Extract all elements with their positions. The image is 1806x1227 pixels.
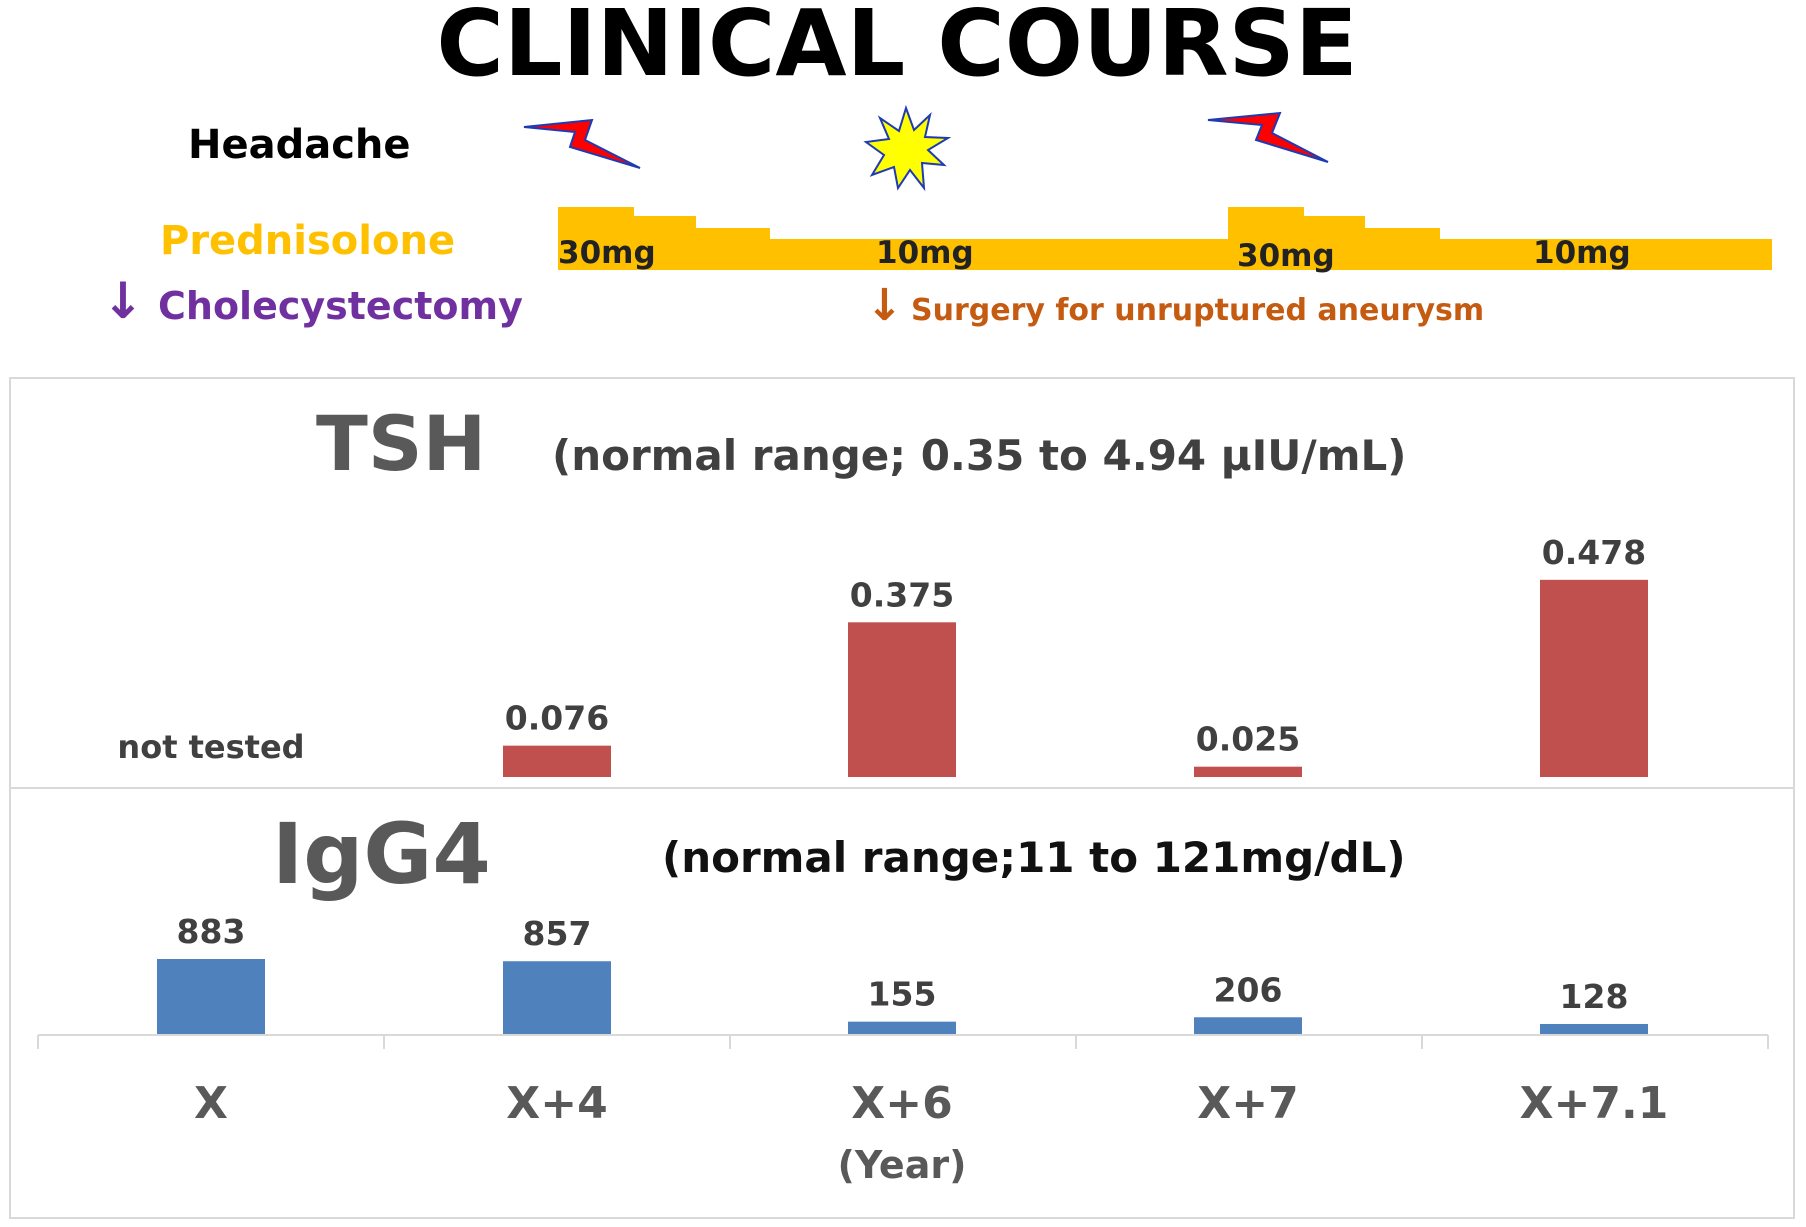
tsh-value-label: 0.478	[1542, 533, 1646, 572]
tsh-bar	[1194, 766, 1302, 777]
tsh-value-label: 0.076	[505, 699, 609, 738]
igg4-bar	[1194, 1017, 1302, 1035]
prednisolone-label: Prednisolone	[160, 218, 455, 264]
igg4-title: IgG4	[272, 805, 491, 903]
igg4-value-label: 128	[1560, 977, 1629, 1016]
lightning-icon	[1207, 111, 1329, 163]
down-arrow-icon: ↓	[866, 280, 903, 331]
x-tick-label: X+6	[851, 1078, 952, 1129]
down-arrow-icon: ↓	[102, 272, 144, 330]
igg4-value-label: 883	[177, 912, 246, 951]
dose-label-1: 30mg	[558, 235, 656, 271]
x-axis-label: (Year)	[838, 1143, 967, 1187]
tsh-normal-range: (normal range; 0.35 to 4.94 µIU/mL)	[552, 431, 1406, 480]
igg4-bar	[503, 961, 611, 1035]
dose-label-2: 10mg	[876, 235, 974, 271]
cholecystectomy-label: Cholecystectomy	[158, 284, 523, 328]
surgery-label: Surgery for unruptured aneurysm	[911, 293, 1484, 328]
headache-label: Headache	[188, 122, 411, 168]
prednisolone-dose-band	[558, 207, 1772, 270]
x-axis: X X+4 X+6 X+7 X+7.1	[37, 1034, 1769, 1129]
tsh-value-label: 0.375	[850, 575, 954, 614]
igg4-value-label: 155	[868, 975, 937, 1014]
dose-label-4: 10mg	[1533, 235, 1631, 271]
tsh-bar	[503, 745, 611, 777]
x-tick-label: X+7.1	[1520, 1078, 1669, 1129]
igg4-bar-series: 883 857 155 206 128	[157, 912, 1648, 1035]
x-tick-label: X+7	[1197, 1078, 1298, 1129]
figure-title: CLINICAL COURSE	[436, 0, 1357, 97]
igg4-panel	[9, 787, 1795, 1219]
tsh-bar	[848, 622, 956, 777]
igg4-value-label: 857	[523, 914, 592, 953]
x-tick-label: X	[194, 1078, 228, 1129]
tsh-bar-series: not tested 0.076 0.375 0.025 0.478	[117, 533, 1648, 777]
sun-burst-icon	[863, 104, 952, 192]
lightning-icon	[523, 118, 641, 169]
igg4-bar	[157, 959, 265, 1035]
x-tick-label: X+4	[506, 1078, 607, 1129]
tsh-value-label: 0.025	[1196, 720, 1300, 759]
tsh-title: TSH	[316, 399, 486, 488]
dose-label-3: 30mg	[1237, 238, 1335, 274]
igg4-bar	[848, 1021, 956, 1035]
igg4-value-label: 206	[1214, 970, 1283, 1009]
igg4-normal-range: (normal range;11 to 121mg/dL)	[662, 833, 1406, 882]
tsh-not-tested-label: not tested	[117, 728, 304, 766]
igg4-bar	[1540, 1023, 1648, 1035]
tsh-bar	[1540, 579, 1648, 777]
